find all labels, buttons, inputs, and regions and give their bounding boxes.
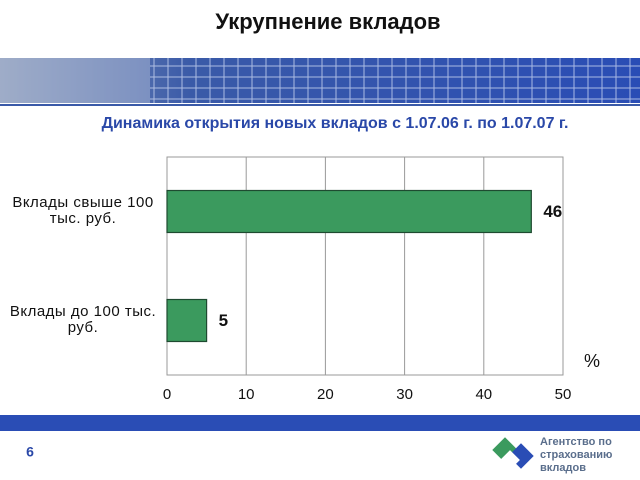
x-tick-label: 40 <box>475 386 492 403</box>
logo-text: Агентство по страхованию вкладов <box>540 436 613 474</box>
x-tick-label: 0 <box>163 386 171 403</box>
chart-title: Динамика открытия новых вкладов с 1.07.0… <box>102 115 569 132</box>
x-axis-label: % <box>584 351 600 371</box>
x-tick-label: 50 <box>555 386 572 403</box>
bar <box>166 298 208 343</box>
x-tick-label: 10 <box>238 386 255 403</box>
slide-title: Укрупнение вкладов <box>215 9 440 34</box>
value-label: 5 <box>219 311 228 330</box>
y-tick-label: Вклады свыше 100 тыс. руб. <box>12 193 154 227</box>
plot-area <box>166 156 564 376</box>
banner <box>0 58 640 106</box>
x-tick-label: 30 <box>396 386 413 403</box>
value-label: 46 <box>543 202 562 221</box>
page-number: 6 <box>26 444 34 460</box>
logo-icon <box>492 437 534 470</box>
y-tick-label: Вклады до 100 тыс. руб. <box>9 302 157 336</box>
footer-band <box>0 415 640 431</box>
bar <box>166 189 532 234</box>
x-tick-label: 20 <box>317 386 334 403</box>
